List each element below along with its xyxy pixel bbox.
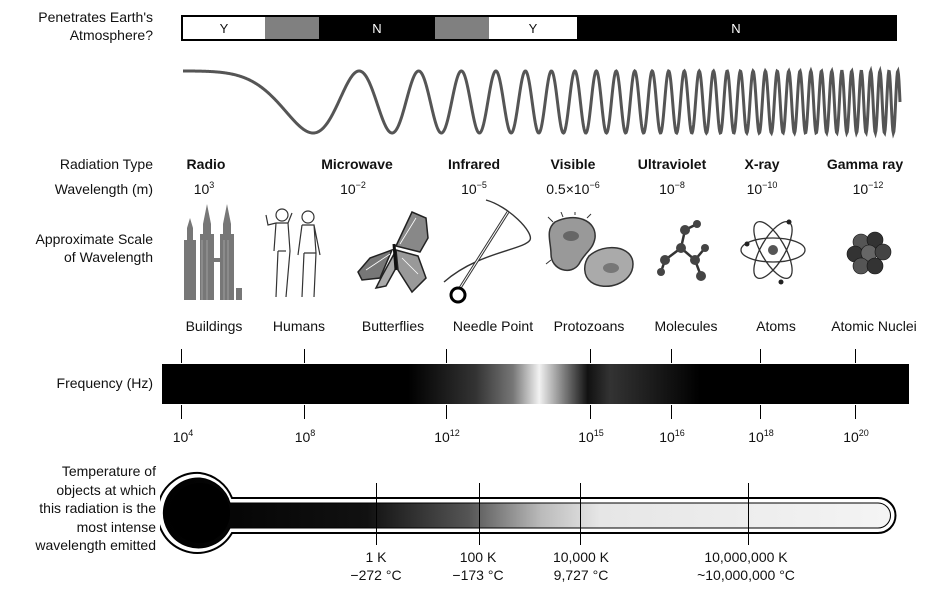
scale-atomic-nuclei: Atomic Nuclei xyxy=(831,318,917,334)
freq-tick-top xyxy=(760,349,761,363)
freq-tick-bottom xyxy=(760,405,761,419)
freq-tick-top xyxy=(855,349,856,363)
nucleus-icon xyxy=(846,231,892,275)
freq-tick-bottom xyxy=(304,405,305,419)
wavelength-ultraviolet: 10−8 xyxy=(659,180,685,198)
freq-tick-top xyxy=(671,349,672,363)
scale-humans: Humans xyxy=(272,318,326,334)
freq-tick-top xyxy=(590,349,591,363)
freq-label-1e4: 104 xyxy=(172,428,194,446)
scale-protozoans: Protozoans xyxy=(553,318,625,334)
wavelength-label: Wavelength (m) xyxy=(54,181,153,197)
freq-tick-bottom xyxy=(590,405,591,419)
radiation-name-microwave: Microwave xyxy=(321,156,393,172)
radiation-name-gamma: Gamma ray xyxy=(826,156,904,172)
buildings-icon xyxy=(184,204,242,300)
atom-icon xyxy=(740,219,806,285)
humans-icon xyxy=(265,208,321,298)
frequency-spectrum-bar xyxy=(162,364,909,404)
wavelength-radio: 103 xyxy=(193,180,215,198)
radiation-name-infrared: Infrared xyxy=(447,156,501,172)
radiation-name-radio: Radio xyxy=(186,156,226,172)
temp-tick xyxy=(376,483,377,545)
temp-tick xyxy=(580,483,581,545)
needle-icon xyxy=(443,199,531,304)
wavelength-gamma: 10−12 xyxy=(852,180,884,198)
atmosphere-segment-partial-2 xyxy=(435,17,489,39)
freq-tick-bottom xyxy=(446,405,447,419)
atmosphere-segment-partial-1 xyxy=(265,17,319,39)
frequency-label: Frequency (Hz) xyxy=(56,375,153,391)
temp-tick xyxy=(748,483,749,545)
temp-label-1k: 1 K −272 °C xyxy=(350,549,402,583)
freq-tick-bottom xyxy=(181,405,182,419)
protozoan-icon xyxy=(545,212,634,287)
scale-atoms: Atoms xyxy=(756,318,796,334)
freq-tick-bottom xyxy=(855,405,856,419)
wave-illustration xyxy=(183,65,902,139)
wavelength-visible: 0.5×10−6 xyxy=(546,180,600,198)
temperature-label: Temperature of objects at which this rad… xyxy=(35,463,156,553)
temp-label-100k: 100 K −173 °C xyxy=(452,549,504,583)
freq-label-1e20: 1020 xyxy=(843,428,869,446)
temp-label-10000k: 10,000 K 9,727 °C xyxy=(552,549,610,583)
atmosphere-label: Penetrates Earth's Atmosphere? xyxy=(38,9,153,43)
scale-butterflies: Butterflies xyxy=(361,318,425,334)
atmosphere-segment-blocked-1: N xyxy=(319,17,435,39)
freq-label-1e18: 1018 xyxy=(748,428,774,446)
freq-label-1e16: 1016 xyxy=(659,428,685,446)
thermometer xyxy=(160,471,897,554)
scale-needle-point: Needle Point xyxy=(452,318,534,334)
radiation-name-ultraviolet: Ultraviolet xyxy=(637,156,707,172)
atmosphere-bar: Y N Y N xyxy=(181,15,897,41)
freq-label-1e8: 108 xyxy=(294,428,316,446)
atmosphere-segment-radio-window: Y xyxy=(183,17,265,39)
temp-label-10000000k: 10,000,000 K ~10,000,000 °C xyxy=(697,549,795,583)
scale-label: Approximate Scale of Wavelength xyxy=(35,231,153,265)
freq-tick-top xyxy=(446,349,447,363)
atmosphere-segment-optical-window: Y xyxy=(489,17,577,39)
freq-tick-top xyxy=(304,349,305,363)
atmosphere-segment-blocked-2: N xyxy=(577,17,895,39)
scale-molecules: Molecules xyxy=(654,318,718,334)
freq-tick-bottom xyxy=(671,405,672,419)
wavelength-microwave: 10−2 xyxy=(340,180,366,198)
radiation-name-visible: Visible xyxy=(550,156,596,172)
freq-label-1e15: 1015 xyxy=(578,428,604,446)
molecule-icon xyxy=(657,220,709,281)
freq-tick-top xyxy=(181,349,182,363)
butterfly-icon xyxy=(357,211,429,294)
wavelength-infrared: 10−5 xyxy=(461,180,487,198)
wavelength-xray: 10−10 xyxy=(746,180,778,198)
radiation-type-label: Radiation Type xyxy=(59,156,153,172)
radiation-name-xray: X-ray xyxy=(744,156,780,172)
scale-buildings: Buildings xyxy=(185,318,243,334)
temp-tick xyxy=(479,483,480,545)
freq-label-1e12: 1012 xyxy=(434,428,460,446)
